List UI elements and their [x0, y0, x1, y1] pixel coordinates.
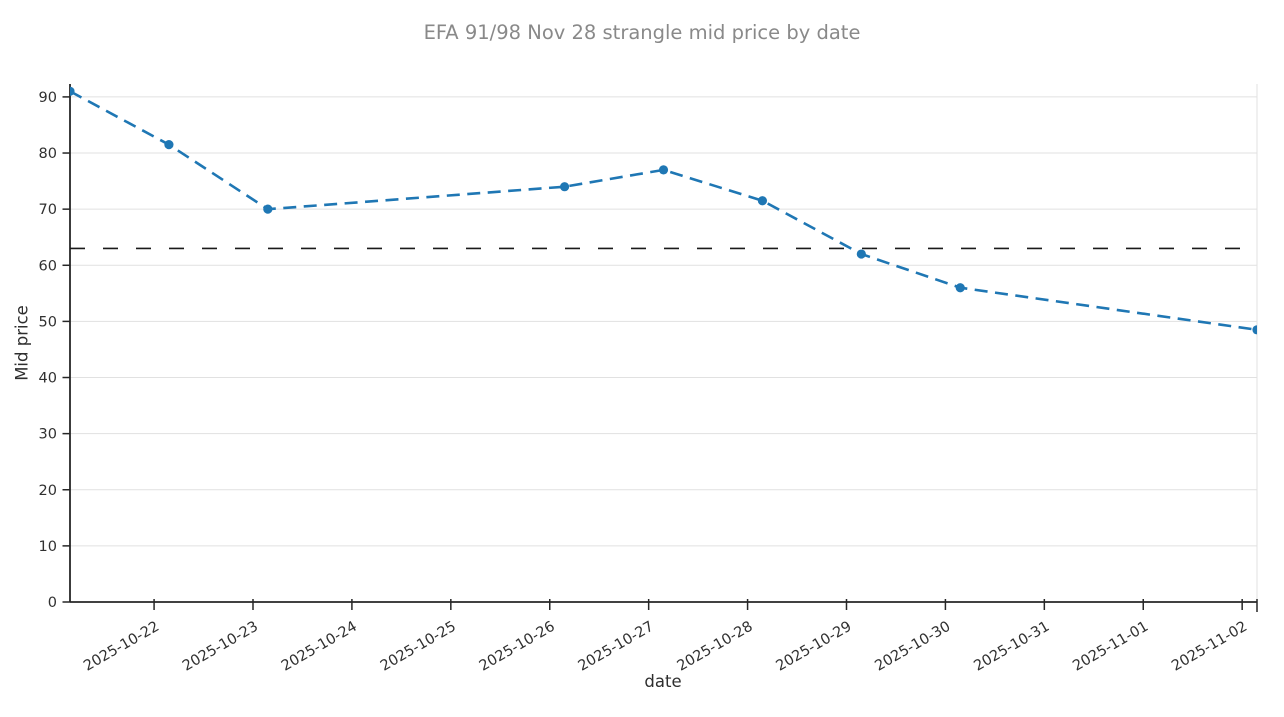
y-tick-label: 60 — [39, 258, 57, 274]
x-axis-title: date — [644, 672, 682, 691]
x-tick-label: 2025-10-26 — [477, 619, 558, 675]
y-tick-label: 70 — [39, 202, 57, 218]
x-tick-label: 2025-10-31 — [971, 619, 1052, 675]
x-tick-label: 2025-10-29 — [774, 619, 855, 675]
y-tick-label: 10 — [39, 539, 57, 555]
chart-title: EFA 91/98 Nov 28 strangle mid price by d… — [423, 21, 861, 44]
x-tick-label: 2025-10-23 — [180, 619, 261, 675]
data-point-marker — [658, 165, 669, 175]
x-tick-label: 2025-10-22 — [81, 619, 162, 675]
y-tick-label: 40 — [39, 371, 57, 387]
x-tick-label: 2025-10-27 — [576, 619, 657, 675]
y-axis-title: Mid price — [12, 305, 32, 381]
x-tick-label: 2025-11-02 — [1169, 619, 1250, 675]
data-point-marker — [757, 196, 768, 206]
data-point-marker — [70, 86, 75, 96]
data-point-marker — [164, 140, 174, 150]
y-tick-label: 20 — [39, 483, 57, 499]
series-line — [70, 90, 1257, 332]
x-tick-label: 2025-10-25 — [378, 619, 459, 675]
y-tick-label: 0 — [48, 595, 57, 611]
x-tick-label: 2025-10-30 — [872, 619, 953, 675]
data-point-marker — [559, 182, 570, 192]
x-tick-label: 2025-11-01 — [1070, 619, 1151, 675]
data-point-marker — [955, 283, 965, 293]
y-tick-label: 50 — [39, 314, 57, 330]
y-tick-label: 80 — [39, 146, 57, 162]
data-point-marker — [1252, 325, 1257, 335]
y-tick-label: 30 — [39, 427, 57, 443]
x-tick-label: 2025-10-28 — [675, 619, 756, 675]
data-point-marker — [263, 204, 273, 214]
y-tick-label: 90 — [39, 90, 57, 106]
x-tick-label: 2025-10-24 — [279, 619, 360, 675]
data-point-marker — [856, 249, 866, 259]
